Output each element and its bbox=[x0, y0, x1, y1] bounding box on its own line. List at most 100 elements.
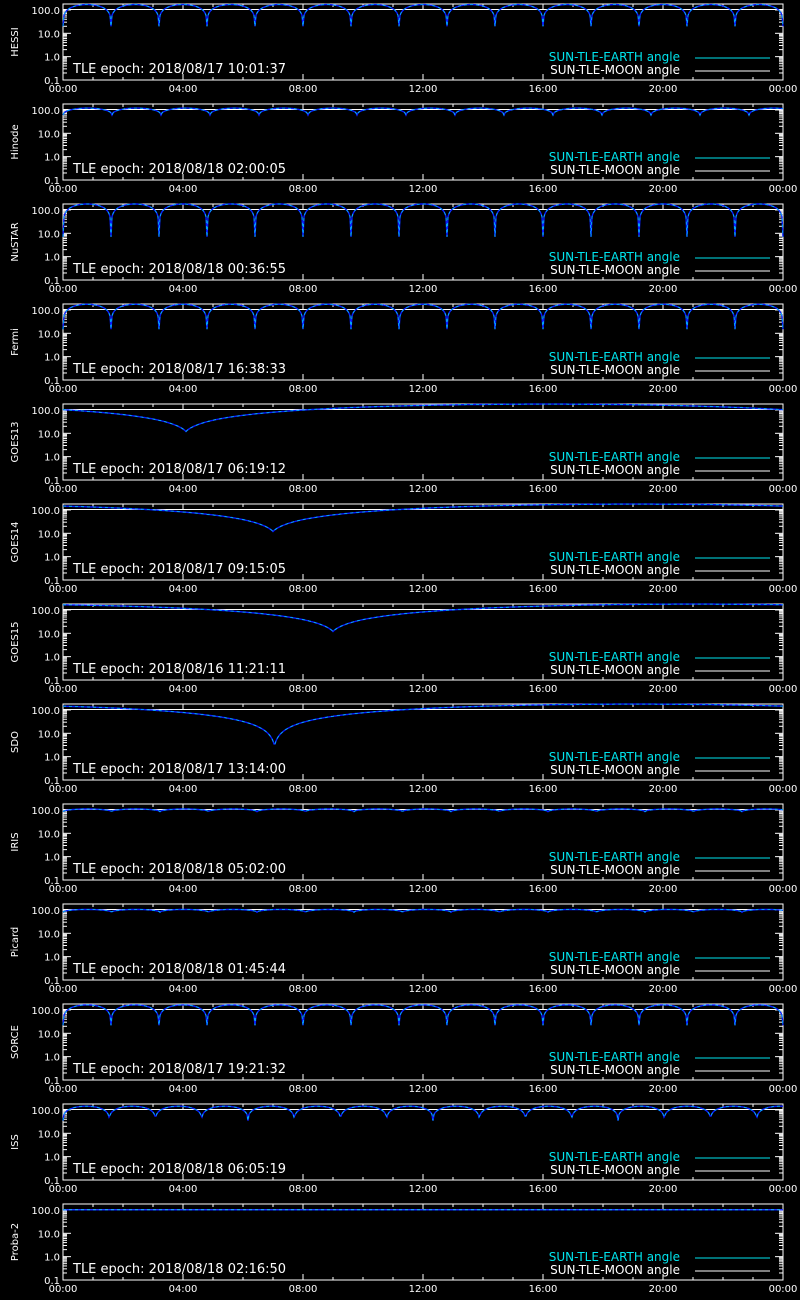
y-tick-label: 100.0 bbox=[31, 706, 60, 717]
tle-epoch-label: TLE epoch: 2018/08/18 02:00:05 bbox=[72, 162, 286, 177]
x-tick-label: 00:00 bbox=[49, 1184, 78, 1195]
series-earth-highlight bbox=[62, 203, 784, 237]
chart-panel: 100.010.01.00.100:00 04:00 08:00 12:00 16:00… bbox=[10, 203, 797, 295]
x-tick-label: 12:00 bbox=[409, 584, 438, 595]
x-tick-label: 00:00 bbox=[49, 384, 78, 395]
y-tick-label: 1.0 bbox=[44, 1053, 60, 1064]
y-tick-label: 0.1 bbox=[44, 576, 60, 587]
legend-moon-label: SUN-TLE-MOON angle bbox=[550, 1063, 680, 1077]
y-tick-label: 1.0 bbox=[44, 1153, 60, 1164]
tle-epoch-label: TLE epoch: 2018/08/16 11:21:11 bbox=[72, 662, 286, 677]
chart-panel: 100.010.01.00.100:00 04:00 08:00 12:00 16:00… bbox=[10, 503, 797, 595]
x-tick-label: 16:00 bbox=[529, 284, 558, 295]
x-tick-label: 04:00 bbox=[169, 1184, 198, 1195]
x-tick-label: 12:00 bbox=[409, 984, 438, 995]
tle-epoch-label: TLE epoch: 2018/08/17 19:21:32 bbox=[72, 1062, 286, 1077]
y-tick-label: 100.0 bbox=[31, 306, 60, 317]
x-tick-label: 04:00 bbox=[169, 1084, 198, 1095]
x-tick-label: 08:00 bbox=[289, 384, 318, 395]
x-tick-label: 16:00 bbox=[529, 1284, 558, 1295]
y-tick-label: 100.0 bbox=[31, 506, 60, 517]
series-earth-highlight bbox=[62, 303, 784, 330]
y-tick-label: 0.1 bbox=[44, 976, 60, 987]
x-tick-label: 08:00 bbox=[289, 284, 318, 295]
y-tick-label: 0.1 bbox=[44, 1276, 60, 1287]
x-tick-label: 04:00 bbox=[169, 284, 198, 295]
x-tick-label: 04:00 bbox=[169, 984, 198, 995]
panel-ylabel: IRIS bbox=[10, 832, 21, 851]
x-tick-label: 08:00 bbox=[289, 884, 318, 895]
y-tick-label: 100.0 bbox=[31, 806, 60, 817]
legend-moon-label: SUN-TLE-MOON angle bbox=[550, 163, 680, 177]
x-tick-label: 00:00 bbox=[769, 184, 798, 195]
x-tick-label: 20:00 bbox=[649, 984, 678, 995]
x-tick-label: 20:00 bbox=[649, 84, 678, 95]
panel-ylabel: GOES15 bbox=[10, 621, 21, 662]
y-tick-label: 0.1 bbox=[44, 776, 60, 787]
x-tick-label: 08:00 bbox=[289, 1184, 318, 1195]
x-tick-label: 12:00 bbox=[409, 884, 438, 895]
x-tick-label: 00:00 bbox=[769, 84, 798, 95]
x-tick-label: 08:00 bbox=[289, 184, 318, 195]
legend-earth-label: SUN-TLE-EARTH angle bbox=[549, 150, 680, 164]
x-tick-label: 16:00 bbox=[529, 484, 558, 495]
panel-ylabel: Hinode bbox=[10, 124, 21, 159]
x-tick-label: 20:00 bbox=[649, 1184, 678, 1195]
x-tick-label: 12:00 bbox=[409, 184, 438, 195]
x-tick-label: 12:00 bbox=[409, 1084, 438, 1095]
x-tick-label: 00:00 bbox=[769, 784, 798, 795]
tle-epoch-label: TLE epoch: 2018/08/18 00:36:55 bbox=[72, 262, 286, 277]
legend-moon-label: SUN-TLE-MOON angle bbox=[550, 263, 680, 277]
series-earth-highlight bbox=[62, 703, 783, 745]
x-tick-label: 16:00 bbox=[529, 984, 558, 995]
y-tick-label: 1.0 bbox=[44, 353, 60, 364]
legend-moon-label: SUN-TLE-MOON angle bbox=[550, 763, 680, 777]
series-earth-highlight bbox=[62, 808, 784, 813]
chart-panel: 100.010.01.00.100:00 04:00 08:00 12:00 16:00… bbox=[10, 303, 798, 395]
y-tick-label: 10.0 bbox=[38, 229, 60, 240]
x-tick-label: 04:00 bbox=[169, 484, 198, 495]
series-earth-highlight bbox=[63, 603, 783, 633]
x-tick-label: 00:00 bbox=[49, 684, 78, 695]
x-tick-label: 00:00 bbox=[49, 484, 78, 495]
y-tick-label: 1.0 bbox=[44, 153, 60, 164]
x-tick-label: 12:00 bbox=[409, 384, 438, 395]
y-tick-label: 0.1 bbox=[44, 276, 60, 287]
y-tick-label: 0.1 bbox=[44, 676, 60, 687]
x-tick-label: 00:00 bbox=[769, 384, 798, 395]
y-tick-label: 1.0 bbox=[44, 53, 60, 64]
x-tick-label: 16:00 bbox=[529, 184, 558, 195]
tle-epoch-label: TLE epoch: 2018/08/17 16:38:33 bbox=[72, 362, 286, 377]
x-tick-label: 00:00 bbox=[49, 784, 78, 795]
y-tick-label: 1.0 bbox=[44, 1253, 60, 1264]
chart-panel: 100.010.01.00.100:00 04:00 08:00 12:00 16:00… bbox=[10, 903, 797, 995]
x-tick-label: 20:00 bbox=[649, 1084, 678, 1095]
x-tick-label: 04:00 bbox=[169, 384, 198, 395]
legend-moon-label: SUN-TLE-MOON angle bbox=[550, 363, 680, 377]
legend-earth-label: SUN-TLE-EARTH angle bbox=[549, 250, 680, 264]
tle-epoch-label: TLE epoch: 2018/08/18 05:02:00 bbox=[72, 862, 286, 877]
tle-epoch-label: TLE epoch: 2018/08/17 13:14:00 bbox=[72, 762, 286, 777]
panel-ylabel: SDO bbox=[10, 731, 21, 753]
x-tick-label: 16:00 bbox=[529, 884, 558, 895]
x-tick-label: 12:00 bbox=[409, 1284, 438, 1295]
y-tick-label: 100.0 bbox=[31, 1006, 60, 1017]
y-tick-label: 100.0 bbox=[31, 106, 60, 117]
legend-earth-label: SUN-TLE-EARTH angle bbox=[549, 750, 680, 764]
x-tick-label: 04:00 bbox=[169, 184, 198, 195]
x-tick-label: 00:00 bbox=[49, 84, 78, 95]
legend-moon-label: SUN-TLE-MOON angle bbox=[550, 63, 680, 77]
y-tick-label: 100.0 bbox=[31, 406, 60, 417]
y-tick-label: 0.1 bbox=[44, 376, 60, 387]
legend-earth-label: SUN-TLE-EARTH angle bbox=[549, 450, 680, 464]
x-tick-label: 04:00 bbox=[169, 584, 198, 595]
y-tick-label: 10.0 bbox=[38, 829, 60, 840]
x-tick-label: 00:00 bbox=[769, 1284, 798, 1295]
tle-epoch-label: TLE epoch: 2018/08/17 06:19:12 bbox=[72, 462, 286, 477]
legend-moon-label: SUN-TLE-MOON angle bbox=[550, 563, 680, 577]
x-tick-label: 00:00 bbox=[769, 884, 798, 895]
y-tick-label: 100.0 bbox=[31, 206, 60, 217]
x-tick-label: 20:00 bbox=[649, 584, 678, 595]
x-tick-label: 08:00 bbox=[289, 784, 318, 795]
